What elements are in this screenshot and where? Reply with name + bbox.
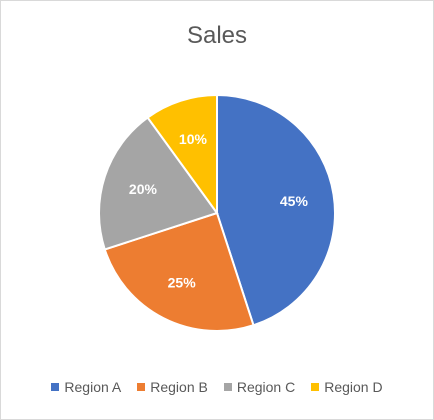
pie-slice-region-b	[103, 211, 255, 332]
legend-label-region-a: Region A	[64, 379, 122, 395]
data-label-region-a: 45%	[280, 193, 309, 209]
legend-swatch-region-a	[51, 383, 60, 391]
legend-item-region-c: Region C	[223, 379, 296, 395]
data-label-region-d: 10%	[179, 131, 208, 147]
legend-item-region-b: Region B	[137, 379, 208, 395]
legend-label-region-b: Region B	[150, 379, 208, 395]
legend-label-region-c: Region C	[236, 379, 296, 395]
pie-slice-region-d	[146, 93, 218, 217]
pie-slice-region-c	[98, 116, 219, 251]
data-label-region-c: 20%	[129, 181, 158, 197]
legend-swatch-region-b	[137, 383, 146, 391]
legend-swatch-region-d	[311, 383, 320, 391]
legend-item-region-a: Region A	[51, 379, 121, 395]
chart-title: Sales	[186, 22, 248, 49]
pie-slice-region-a	[216, 93, 336, 327]
legend-swatch-region-c	[223, 383, 232, 391]
data-label-region-b: 25%	[168, 274, 197, 290]
legend-label-region-d: Region D	[324, 379, 383, 395]
legend-item-region-d: Region D	[311, 379, 383, 395]
legend: Region A Region B Region C Region D	[1, 379, 433, 395]
